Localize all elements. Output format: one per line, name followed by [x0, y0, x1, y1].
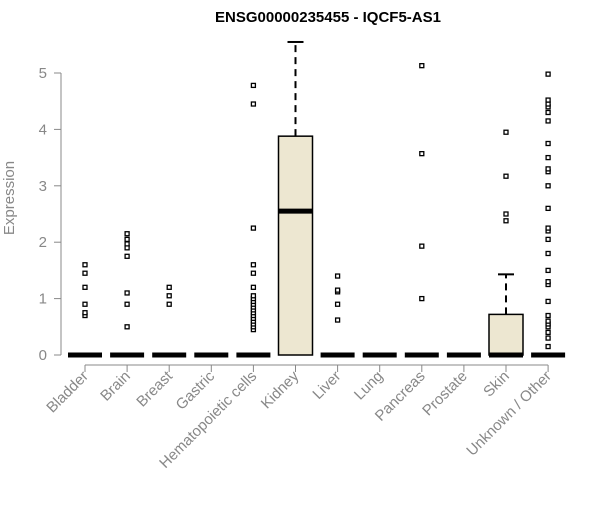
outlier-point	[545, 312, 551, 319]
outlier-point	[250, 293, 257, 299]
outlier-point	[124, 231, 130, 237]
outlier-point	[503, 211, 509, 217]
outlier-point	[250, 82, 257, 89]
outlier-point	[503, 129, 509, 135]
outlier-point	[250, 284, 257, 290]
boxes	[68, 40, 566, 358]
y-tick-label: 3	[39, 178, 47, 195]
x-tick-label: Prostate	[419, 368, 471, 420]
outlier-point	[545, 236, 551, 243]
outlier-point	[545, 318, 551, 324]
x-tick-label: Kidney	[258, 367, 303, 412]
outlier-point	[545, 71, 551, 77]
outlier-point	[250, 262, 257, 268]
outlier-point	[545, 166, 551, 172]
x-tick-label: Liver	[309, 368, 344, 403]
outlier-point	[250, 270, 257, 276]
outlier-point	[545, 97, 551, 103]
y-tick-label: 1	[39, 291, 47, 308]
outlier-point	[545, 183, 551, 189]
outlier-point	[545, 267, 551, 274]
outlier-point	[166, 284, 172, 290]
outlier-point	[82, 262, 88, 268]
outlier-point	[503, 173, 509, 179]
y-tick-label: 0	[39, 347, 47, 364]
outlier-point	[334, 301, 341, 307]
outlier-point	[82, 301, 88, 307]
box	[277, 135, 314, 356]
outlier-point	[124, 301, 130, 307]
outlier-point	[545, 205, 551, 212]
outlier-point	[166, 293, 172, 299]
outlier-point	[545, 154, 551, 161]
outlier-point	[545, 335, 551, 341]
outlier-point	[545, 109, 551, 116]
outlier-point	[503, 218, 509, 224]
outlier-point	[545, 329, 551, 336]
outlier-point	[124, 241, 130, 247]
x-tick-label: Brain	[97, 368, 134, 405]
outlier-point	[419, 243, 425, 249]
outlier-point	[250, 101, 257, 107]
y-axis-label: Expression	[1, 161, 18, 235]
outlier-point	[334, 287, 341, 293]
outlier-point	[545, 140, 551, 147]
outlier-point	[545, 279, 551, 285]
outlier-point	[82, 310, 88, 316]
outlier-point	[124, 324, 130, 330]
outlier-point	[545, 118, 551, 124]
outlier-point	[250, 225, 257, 231]
outlier-point	[166, 301, 172, 307]
y-tick-label: 4	[39, 121, 47, 138]
outlier-point	[334, 273, 341, 279]
outlier-point	[545, 298, 551, 305]
y-tick-label: 2	[39, 234, 47, 251]
box	[488, 313, 524, 356]
outlier-point	[545, 250, 551, 257]
x-tick-label: Skin	[480, 368, 513, 401]
outlier-point	[334, 317, 341, 323]
chart-title: ENSG00000235455 - IQCF5-AS1	[215, 9, 441, 26]
outlier-point	[419, 63, 425, 69]
outlier-points	[82, 63, 551, 350]
outlier-point	[419, 295, 425, 302]
x-tick-label: Breast	[133, 367, 176, 410]
outlier-point	[124, 290, 130, 296]
outlier-point	[545, 343, 551, 350]
x-tick-label: Lung	[351, 368, 387, 404]
outlier-point	[419, 151, 425, 157]
outlier-point	[124, 236, 130, 243]
outlier-point	[82, 284, 88, 290]
outlier-point	[545, 225, 551, 231]
outlier-point	[82, 270, 88, 276]
axes: 0 1 2 3 4 5	[39, 65, 549, 372]
outlier-point	[124, 253, 130, 259]
y-tick-label: 5	[39, 65, 47, 82]
x-tick-label: Bladder	[43, 368, 92, 417]
